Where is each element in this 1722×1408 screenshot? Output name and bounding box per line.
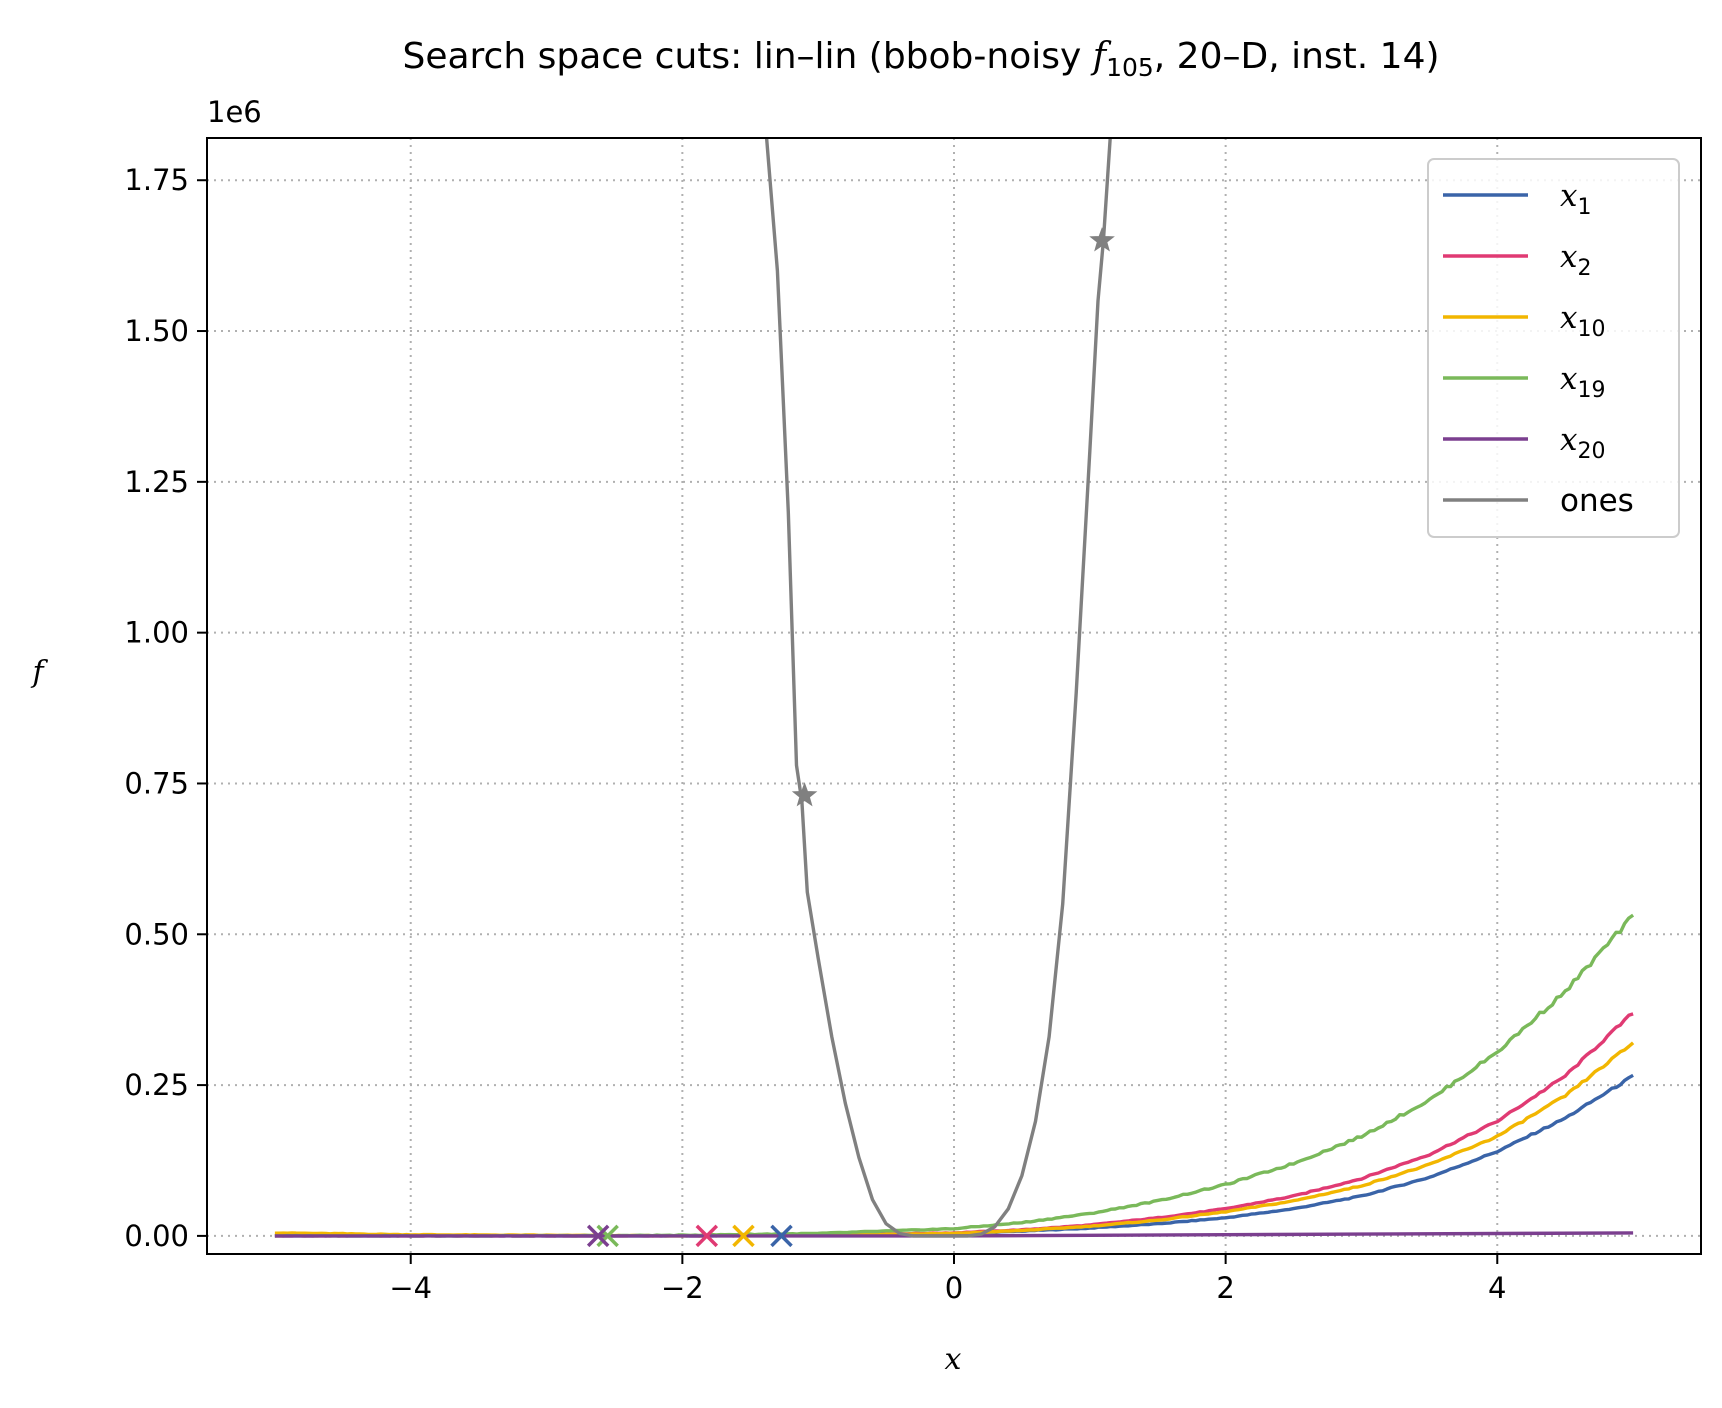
legend-label-x2: x2 — [1560, 239, 1591, 281]
y-tick-label: 0.00 — [124, 1219, 189, 1253]
x-axis-label: x — [945, 1342, 962, 1377]
star-marker-ones — [1089, 227, 1115, 252]
legend-label-symbol: x — [1560, 300, 1578, 336]
min-marker-x2 — [695, 1224, 719, 1248]
legend-label-x20: x20 — [1560, 422, 1605, 464]
min-marker-x1 — [770, 1224, 793, 1248]
legend-label-symbol: x — [1560, 422, 1578, 458]
y-axis-label: f — [30, 655, 48, 690]
chart-title-prefix: Search space cuts: lin–lin (bbob-noisy — [402, 36, 1092, 77]
star-marker-ones — [791, 782, 818, 807]
x-tick-label: 4 — [1488, 1271, 1506, 1305]
legend-label-subscript: 2 — [1577, 256, 1591, 281]
chart-title-suffix: , 20–D, inst. 14) — [1154, 36, 1440, 77]
legend-label-subscript: 1 — [1577, 195, 1591, 220]
legend-label-x1: x1 — [1560, 178, 1591, 220]
min-marker-x20 — [586, 1224, 610, 1248]
x-tick-label: 2 — [1216, 1271, 1234, 1305]
legend-label-subscript: 19 — [1577, 378, 1605, 403]
tick-layer: −4 −2 0 2 4 0.00 0.25 0.50 0.75 1.00 1.25 1.50 1.75 — [124, 163, 1506, 1305]
x-tick-label: −2 — [661, 1271, 704, 1305]
chart-title: Search space cuts: lin–lin (bbob-noisy f… — [402, 36, 1439, 82]
legend-label-subscript: 10 — [1577, 317, 1605, 342]
y-tick-label: 0.75 — [124, 766, 189, 800]
y-offset-label: 1e6 — [207, 95, 262, 129]
x-tick-label: 0 — [945, 1271, 963, 1305]
legend-label-symbol: x — [1560, 361, 1578, 397]
legend-label-x10: x10 — [1560, 300, 1605, 342]
y-tick-label: 1.25 — [124, 465, 189, 499]
legend-box — [1427, 158, 1680, 538]
x-tick-label: −4 — [389, 1271, 432, 1305]
series-line-x19 — [274, 913, 1635, 1238]
marker-layer — [586, 227, 1115, 1248]
y-tick-label: 0.25 — [124, 1068, 189, 1102]
min-marker-x19 — [596, 1224, 619, 1248]
legend-label-symbol: x — [1560, 239, 1578, 275]
legend-label-symbol: x — [1560, 178, 1578, 214]
series-layer — [274, 138, 1635, 1238]
legend-label-ones: ones — [1560, 483, 1634, 519]
y-tick-label: 1.75 — [124, 163, 189, 197]
y-tick-label: 1.50 — [124, 314, 189, 348]
series-line-ones — [764, 138, 1112, 1238]
min-marker-x10 — [732, 1224, 755, 1248]
chart-title-func-subscript: 105 — [1106, 53, 1154, 82]
y-tick-label: 1.00 — [124, 616, 189, 650]
y-tick-label: 0.50 — [124, 917, 189, 951]
legend-label-subscript: 20 — [1577, 439, 1605, 464]
legend-label-x19: x19 — [1560, 361, 1605, 403]
